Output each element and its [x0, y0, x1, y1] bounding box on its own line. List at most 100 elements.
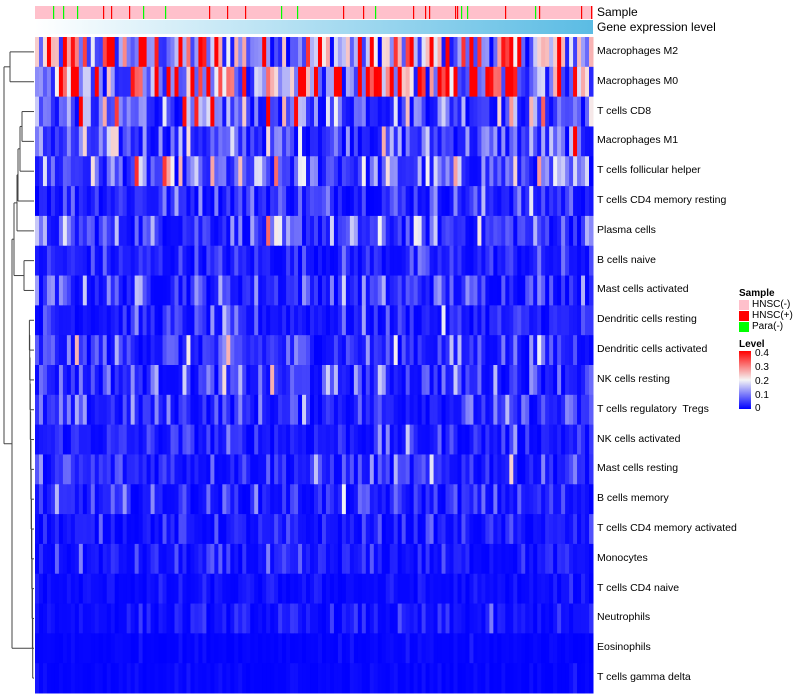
heatmap-cell	[485, 186, 490, 217]
row-label: NK cells activated	[597, 432, 681, 445]
heatmap-cell	[397, 335, 403, 366]
heatmap-cell	[465, 96, 470, 127]
heatmap-cell	[202, 484, 207, 515]
heatmap-cell	[250, 245, 255, 277]
heatmap-cell	[254, 424, 259, 455]
heatmap-cell	[58, 454, 64, 485]
heatmap-cell	[274, 215, 279, 247]
heatmap-cell	[46, 305, 52, 336]
heatmap-cell	[310, 365, 315, 396]
heatmap-cell	[74, 215, 80, 247]
heatmap-cell	[425, 215, 431, 247]
heatmap-cell	[493, 126, 498, 157]
heatmap-cell	[485, 66, 490, 98]
heatmap-cell	[138, 186, 144, 217]
heatmap-cell	[429, 335, 435, 366]
heatmap-cell	[162, 126, 168, 157]
heatmap-cell	[166, 156, 172, 187]
heatmap-cell	[509, 394, 514, 426]
heatmap-cell	[190, 335, 195, 366]
heatmap-cell	[58, 365, 64, 396]
heatmap-cell	[425, 245, 431, 277]
heatmap-cell	[66, 603, 72, 634]
heatmap-cell	[369, 37, 375, 68]
heatmap-cell	[449, 484, 454, 515]
heatmap-cell	[581, 633, 586, 664]
heatmap-cell	[365, 305, 371, 336]
heatmap-cell	[469, 245, 474, 277]
heatmap-cell	[549, 514, 554, 545]
heatmap-cell	[537, 305, 542, 336]
heatmap-cell	[98, 126, 104, 157]
heatmap-cell	[46, 335, 52, 366]
heatmap-cell	[513, 156, 518, 187]
heatmap-cell	[489, 96, 494, 127]
heatmap-cell	[497, 454, 502, 485]
heatmap-cell	[114, 335, 120, 366]
heatmap-cell	[142, 424, 148, 455]
heatmap-cell	[138, 424, 144, 455]
heatmap-cell	[349, 394, 355, 426]
heatmap-cell	[409, 215, 415, 247]
heatmap-cell	[497, 66, 502, 98]
heatmap-cell	[190, 424, 195, 455]
heatmap-cell	[222, 335, 227, 366]
heatmap-cell	[337, 305, 343, 336]
heatmap-cell	[381, 514, 387, 545]
heatmap-cell	[477, 484, 482, 515]
heatmap-cell	[314, 603, 319, 634]
heatmap-cell	[361, 37, 367, 68]
heatmap-cell	[457, 215, 462, 247]
heatmap-cell	[86, 663, 92, 694]
heatmap-cell	[425, 454, 431, 485]
heatmap-cell	[461, 335, 466, 366]
heatmap-cell	[82, 543, 88, 575]
heatmap-cell	[389, 66, 395, 98]
heatmap-cell	[214, 365, 219, 396]
heatmap-cell	[126, 633, 132, 664]
heatmap-cell	[373, 394, 379, 426]
heatmap-cell	[585, 484, 590, 515]
heatmap-cell	[254, 245, 259, 277]
heatmap-cell	[453, 215, 458, 247]
heatmap-cell	[377, 126, 383, 157]
heatmap-cell	[106, 245, 112, 277]
heatmap-cell	[429, 573, 435, 605]
heatmap-cell	[46, 215, 52, 247]
heatmap-cell	[102, 96, 108, 127]
heatmap-cell	[397, 37, 403, 68]
heatmap-cell	[389, 484, 395, 515]
heatmap-cell	[489, 454, 494, 485]
heatmap-cell	[234, 484, 239, 515]
heatmap-cell	[557, 275, 562, 306]
heatmap-cell	[86, 186, 92, 217]
heatmap-cell	[505, 96, 510, 127]
heatmap-cell	[349, 424, 355, 455]
heatmap-cell	[134, 335, 140, 366]
heatmap-cell	[114, 573, 120, 605]
heatmap-cell	[349, 186, 355, 217]
heatmap-cell	[218, 335, 223, 366]
heatmap-cell	[381, 96, 387, 127]
heatmap-cell	[286, 484, 291, 515]
heatmap-cell	[170, 514, 175, 545]
heatmap-cell	[529, 96, 534, 127]
heatmap-cell	[561, 186, 566, 217]
heatmap-cell	[565, 96, 570, 127]
heatmap-cell	[529, 514, 534, 545]
heatmap-cell	[206, 245, 211, 277]
heatmap-cell	[310, 573, 315, 605]
heatmap-cell	[373, 573, 379, 605]
heatmap-cell	[42, 454, 48, 485]
heatmap-cell	[353, 215, 359, 247]
heatmap-cell	[198, 245, 203, 277]
heatmap-cell	[190, 186, 195, 217]
heatmap-cell	[493, 543, 498, 575]
heatmap-cell	[94, 96, 100, 127]
heatmap-cell	[329, 663, 335, 694]
heatmap-cell	[242, 335, 247, 366]
heatmap-cell	[549, 245, 554, 277]
heatmap-cell	[341, 37, 347, 68]
heatmap-cell	[533, 245, 538, 277]
heatmap-cell	[118, 305, 124, 336]
